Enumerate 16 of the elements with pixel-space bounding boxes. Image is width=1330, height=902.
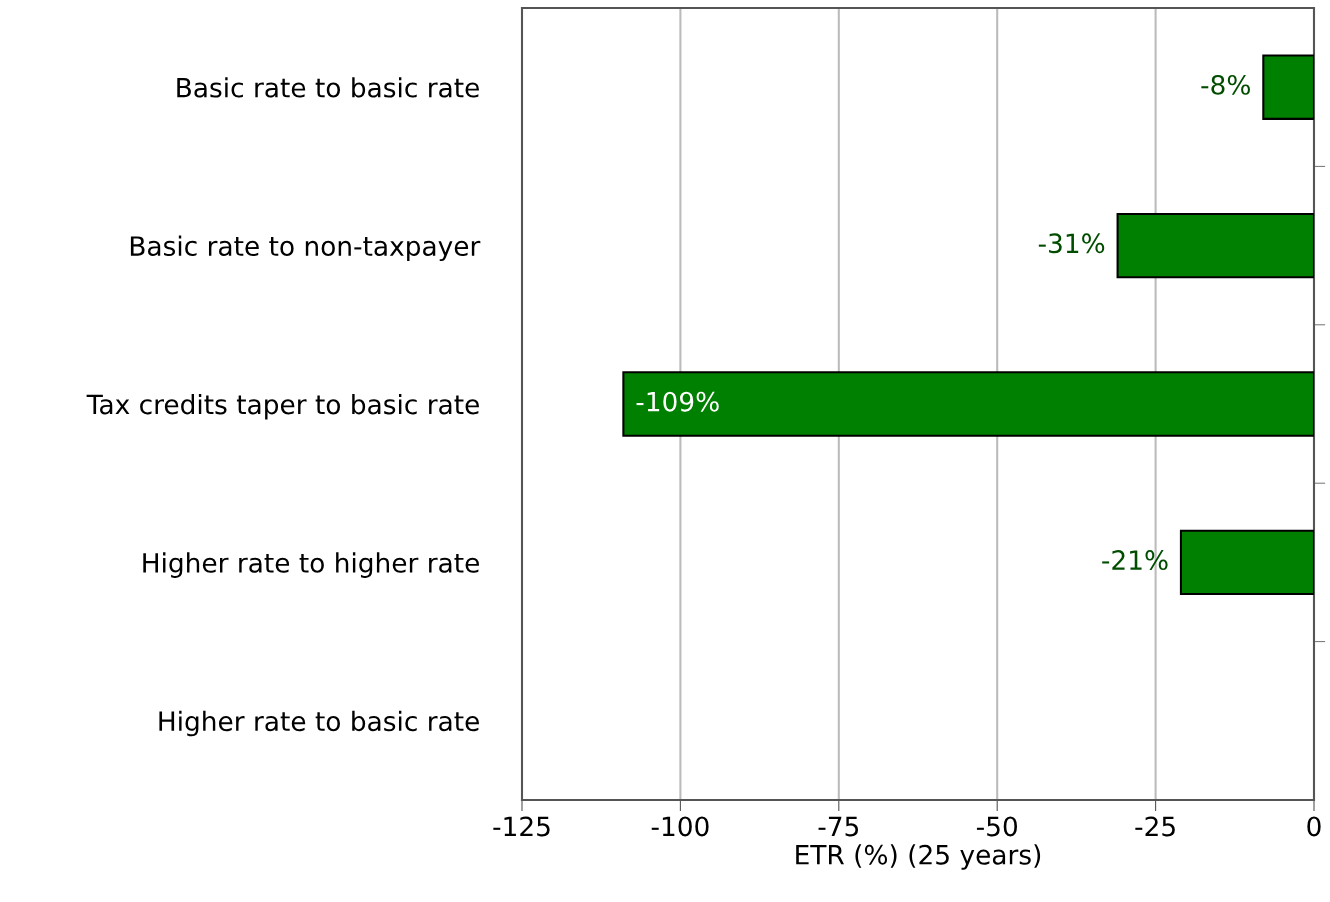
x-tick-label: -25 — [1135, 816, 1175, 837]
data-label: -8% — [1201, 74, 1250, 95]
y-tick-label: Higher rate to basic rate — [159, 710, 479, 737]
data-label: -109% — [636, 391, 719, 412]
y-tick-label: Tax credits taper to basic rate — [86, 393, 479, 420]
x-tick-label: -125 — [493, 816, 550, 837]
y-tick-label: Higher rate to higher rate — [143, 552, 479, 578]
data-label: -21% — [1102, 550, 1168, 571]
x-tick-label: -100 — [651, 816, 709, 837]
x-tick-label: -50 — [976, 816, 1017, 837]
y-tick-label: Basic rate to non-taxpayer — [130, 235, 481, 262]
x-axis-title: ETR (%) (25 years) — [796, 844, 1041, 870]
y-tick-label: Basic rate to basic rate — [177, 77, 479, 98]
data-label: -31% — [1038, 233, 1105, 254]
x-tick-label: 0 — [1307, 816, 1321, 837]
x-tick-label: -75 — [818, 816, 859, 837]
